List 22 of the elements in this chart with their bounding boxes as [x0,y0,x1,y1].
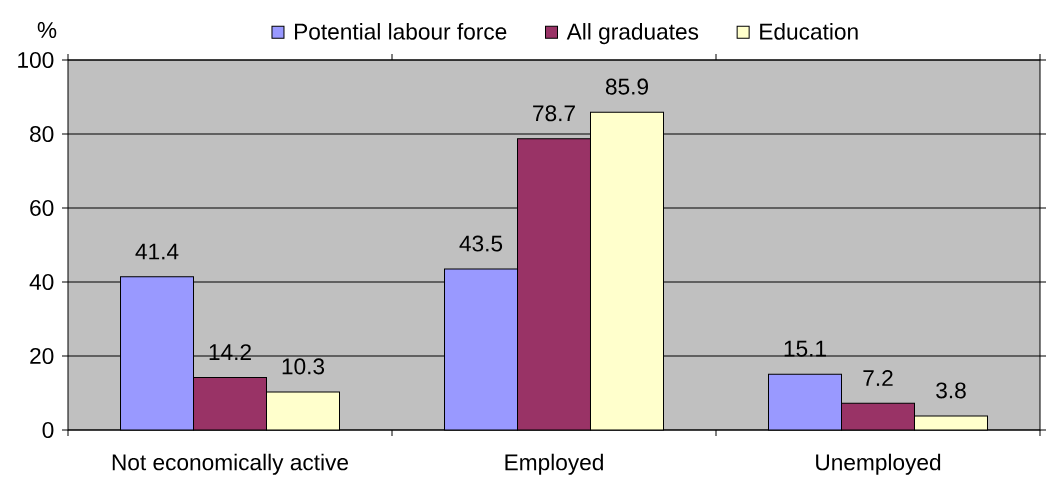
y-axis-title: % [37,22,57,38]
y-tick-label: 0 [42,421,54,439]
data-label: 78.7 [533,105,575,122]
data-label: 7.2 [863,370,893,386]
data-label: 85.9 [605,78,648,95]
y-tick-label: 20 [30,347,54,365]
x-tick-label: Unemployed [816,453,941,475]
y-tick-label: 40 [29,273,54,291]
data-label: 41.4 [135,243,179,260]
y-tick-label: 60 [30,199,54,217]
y-tick-label: 100 [18,51,54,69]
data-label: 15.1 [784,340,826,357]
x-tick-label: Employed [505,453,603,475]
x-tick-label: Not economically active [112,453,348,475]
y-tick-label: 80 [30,125,54,143]
legend-label: Education [760,23,858,40]
data-label: 43.5 [459,235,503,252]
legend-label: All graduates [566,23,699,45]
data-label: 10.3 [282,358,325,375]
legend-label: Potential labour force [295,23,507,40]
data-label: 3.8 [936,382,966,399]
data-label: 14.2 [209,344,251,360]
